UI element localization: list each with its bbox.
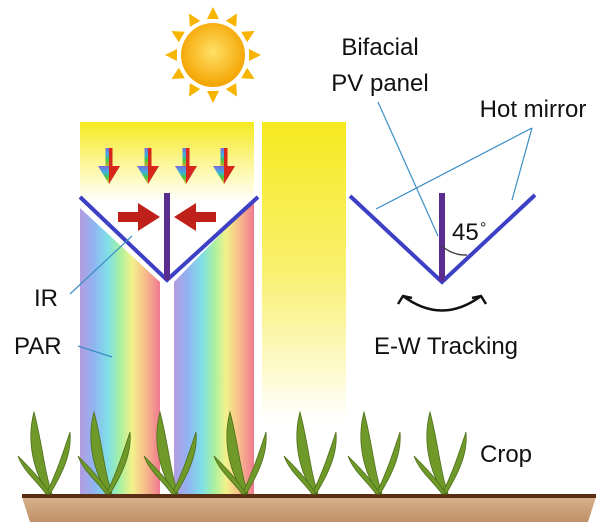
plant-icon <box>143 410 197 495</box>
plant-icon <box>213 410 267 495</box>
plant-icon <box>283 410 337 495</box>
sun-icon <box>165 7 261 103</box>
hot-mirror-right <box>348 193 537 285</box>
arrow-icon <box>174 203 216 231</box>
angle-arc <box>441 245 468 256</box>
plant-icon <box>77 410 131 495</box>
leader-lines <box>69 101 533 358</box>
label-crop: Crop <box>480 441 532 468</box>
down-arrow-icon <box>98 148 120 184</box>
par-spectrum-left <box>80 208 160 495</box>
label-bifacial: Bifacial <box>341 34 418 61</box>
curved-double-arrow-icon <box>396 294 488 312</box>
sunlight-arrows <box>98 148 235 184</box>
label-tracking: E-W Tracking <box>374 333 518 360</box>
arrow-icon <box>118 203 160 231</box>
label-hot-mirror: Hot mirror <box>480 96 587 123</box>
label-pv-panel: PV panel <box>331 70 428 97</box>
label-degree: ° <box>480 220 486 237</box>
soil <box>22 497 596 522</box>
par-spectrum-right <box>174 200 254 495</box>
down-arrow-icon <box>175 148 197 184</box>
label-par: PAR <box>14 333 62 360</box>
down-arrow-icon <box>137 148 159 184</box>
label-ir: IR <box>34 285 58 312</box>
down-arrow-icon <box>213 148 235 184</box>
pv-panel-left <box>164 193 170 280</box>
label-angle: 45 <box>452 219 479 246</box>
crop-plants <box>17 410 467 495</box>
plant-icon <box>347 410 401 495</box>
pv-panel-right <box>439 193 445 281</box>
plant-icon <box>413 410 467 495</box>
sunlight-beam-right <box>262 122 346 422</box>
plant-icon <box>17 410 71 495</box>
